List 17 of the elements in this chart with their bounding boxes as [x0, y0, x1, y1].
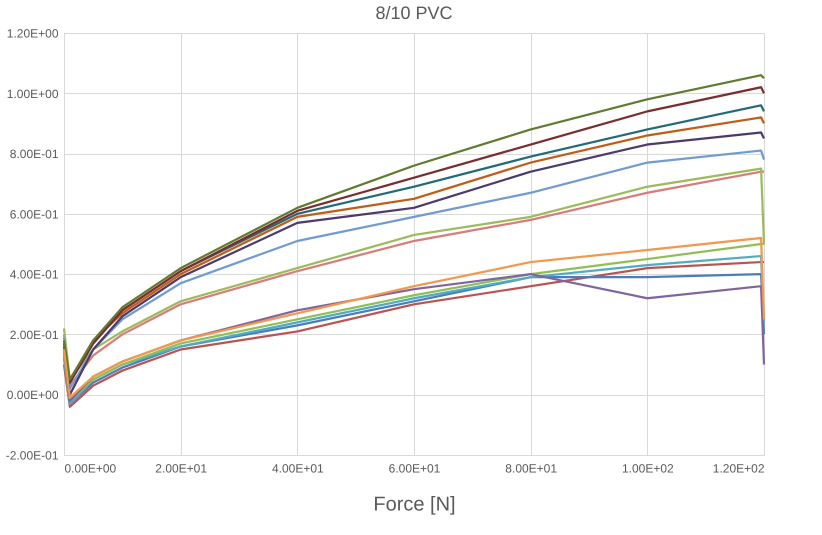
x-tick-label: 1.00E+02 — [622, 462, 674, 476]
x-tick-label: 8.00E+01 — [505, 462, 558, 476]
chart-title: 8/10 PVC — [375, 3, 453, 23]
x-tick-label: 2.00E+01 — [155, 462, 208, 476]
x-tick-label: 1.20E+02 — [712, 462, 765, 476]
x-axis-title: Force [N] — [373, 494, 456, 516]
x-tick-label: 6.00E+01 — [388, 462, 441, 476]
y-tick-label: 2.00E-01 — [10, 328, 59, 342]
x-tick-label: 0.00E+00 — [64, 462, 117, 476]
x-tick-label: 4.00E+01 — [272, 462, 324, 476]
y-tick-label: -2.00E-01 — [6, 448, 59, 462]
y-tick-label: 0.00E+00 — [6, 388, 59, 402]
y-tick-label: 6.00E-01 — [10, 207, 59, 222]
y-tick-label: 1.20E+00 — [6, 26, 59, 40]
y-tick-label: 1.00E+00 — [6, 86, 59, 101]
y-tick-label: 8.00E-01 — [10, 147, 59, 162]
y-tick-label: 4.00E-01 — [10, 268, 59, 282]
